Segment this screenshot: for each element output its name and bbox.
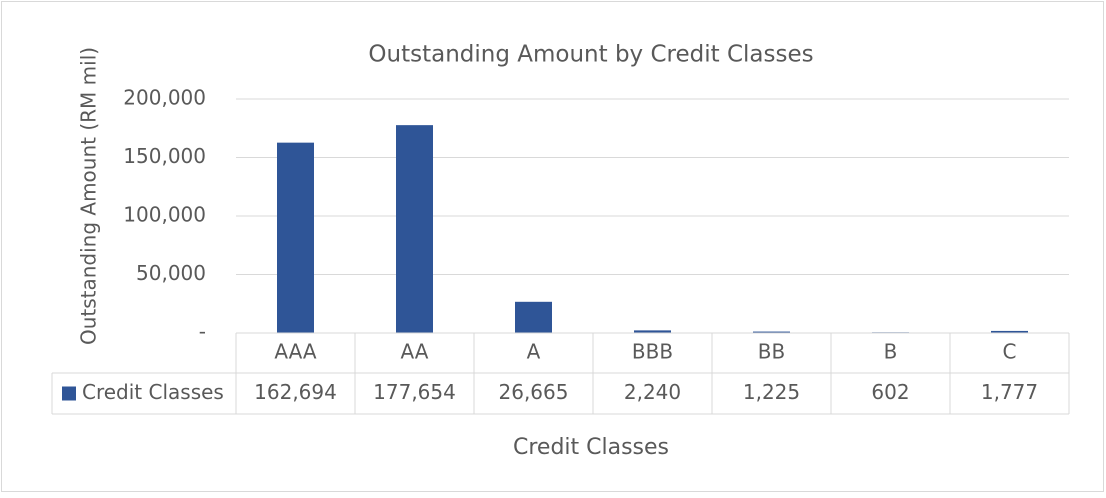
chart-title: Outstanding Amount by Credit Classes bbox=[368, 42, 813, 68]
bar bbox=[753, 331, 790, 333]
y-tick-label: 50,000 bbox=[136, 261, 206, 285]
x-tick-label: B bbox=[884, 340, 898, 364]
y-tick-label: 150,000 bbox=[123, 144, 206, 168]
y-tick-label: 100,000 bbox=[123, 203, 206, 227]
x-axis-label: Credit Classes bbox=[513, 435, 669, 460]
legend-label: Credit Classes bbox=[82, 380, 224, 404]
x-tick-label: BBB bbox=[632, 340, 673, 364]
legend-key bbox=[62, 386, 76, 401]
y-axis-label: Outstanding Amount (RM mil) bbox=[77, 47, 101, 345]
x-tick-label: AA bbox=[401, 340, 429, 364]
y-tick-label: - bbox=[199, 320, 206, 344]
bar bbox=[634, 330, 671, 333]
data-table-value: 26,665 bbox=[499, 380, 569, 404]
bar bbox=[396, 125, 433, 333]
x-tick-label: A bbox=[527, 340, 541, 364]
x-tick-label: BB bbox=[758, 340, 785, 364]
y-tick-label: 200,000 bbox=[123, 86, 206, 110]
x-tick-label: C bbox=[1003, 340, 1017, 364]
bar bbox=[277, 142, 314, 333]
data-table-value: 2,240 bbox=[624, 380, 681, 404]
data-table-value: 602 bbox=[871, 380, 909, 404]
x-tick-label: AAA bbox=[274, 340, 316, 364]
data-table-value: 1,777 bbox=[981, 380, 1038, 404]
data-table-value: 177,654 bbox=[373, 380, 456, 404]
data-table-value: 1,225 bbox=[743, 380, 800, 404]
data-table-value: 162,694 bbox=[254, 380, 337, 404]
bar bbox=[515, 301, 552, 333]
bar bbox=[991, 330, 1028, 333]
